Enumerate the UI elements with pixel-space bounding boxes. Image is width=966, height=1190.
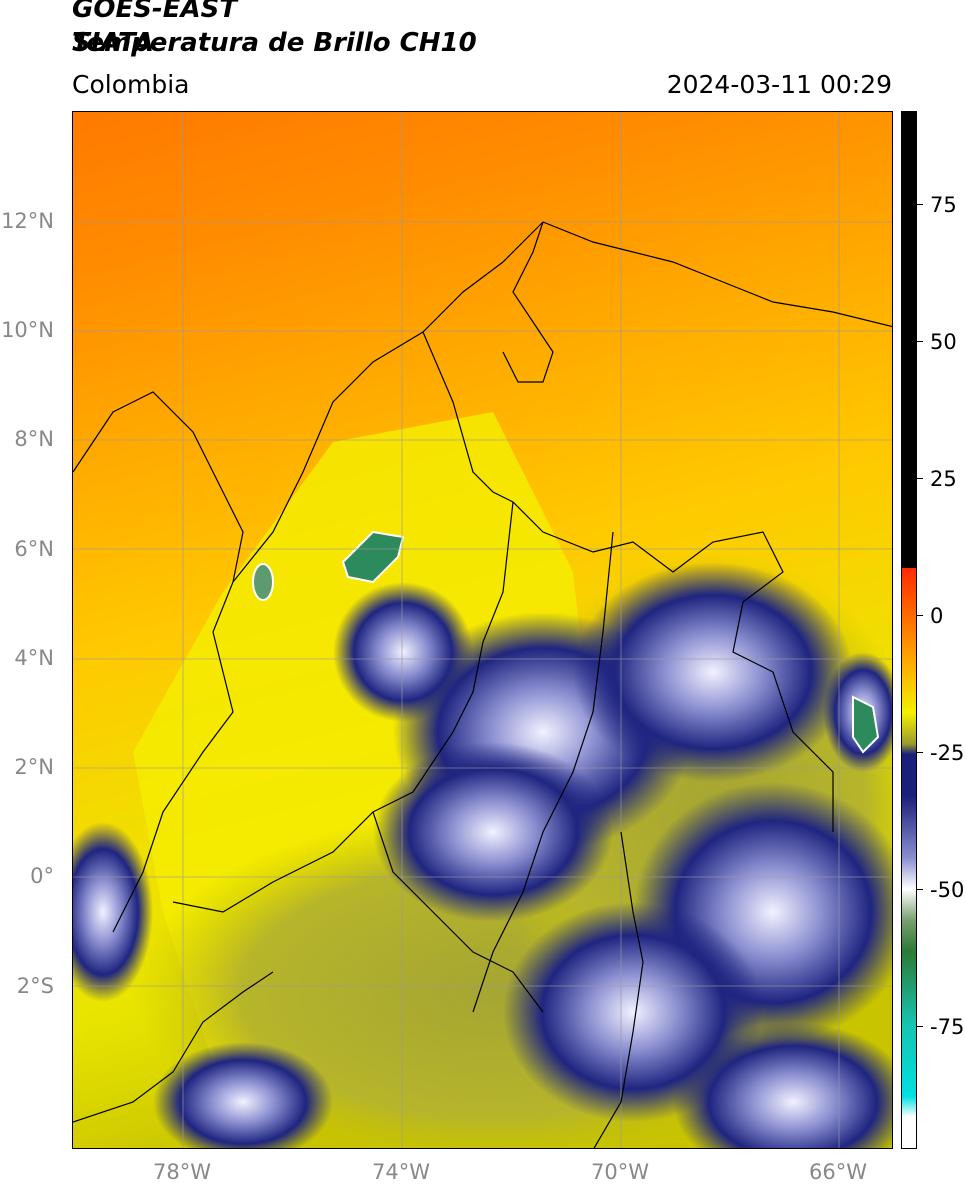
lat-label-8n: 8°N <box>14 427 54 451</box>
satellite-map[interactable] <box>72 111 893 1149</box>
organization-label: SIATA <box>72 28 154 58</box>
cold-cloud-top <box>852 695 880 754</box>
colorbar <box>901 111 917 1149</box>
borders <box>73 221 892 1148</box>
colorbar-tick <box>917 478 923 479</box>
colorbar-label-minus50: -50 <box>930 878 965 902</box>
title-satellite: GOES-EAST <box>72 0 238 24</box>
colorbar-tick <box>917 1026 923 1027</box>
lat-label-4n: 4°N <box>14 646 54 670</box>
colorbar-tick <box>917 341 923 342</box>
lat-label-2n: 2°N <box>14 755 54 779</box>
map-canvas <box>73 112 892 1148</box>
colorbar-tick <box>917 752 923 753</box>
lon-label-78w: 78°W <box>153 1160 211 1184</box>
cloud-cluster <box>73 822 153 1002</box>
cloud-cluster <box>333 582 473 722</box>
lon-label-70w: 70°W <box>591 1160 649 1184</box>
cloud-cluster <box>573 562 853 782</box>
colorbar-label-minus75: -75 <box>930 1015 965 1039</box>
graticule <box>73 112 892 1148</box>
colorbar-tick <box>917 889 923 890</box>
colorbar-label-minus25: -25 <box>930 741 965 765</box>
lat-label-2s: 2°S <box>16 974 54 998</box>
lat-label-6n: 6°N <box>14 537 54 561</box>
colorbar-tick <box>917 204 923 205</box>
colorbar-tick <box>917 615 923 616</box>
cloud-cluster <box>373 742 613 922</box>
colorbar-label-75: 75 <box>930 193 957 217</box>
timestamp-label: 2024-03-11 00:29 <box>666 70 892 99</box>
colorbar-label-25: 25 <box>930 467 957 491</box>
colorbar-label-50: 50 <box>930 330 957 354</box>
cold-cloud-top <box>341 530 405 584</box>
title-product: Temperatura de Brillo CH10 <box>72 28 477 58</box>
lat-label-0: 0° <box>30 864 54 888</box>
region-label: Colombia <box>72 70 190 99</box>
cold-cloud-top <box>252 563 274 601</box>
cloud-cluster <box>673 1022 892 1148</box>
lat-label-12n: 12°N <box>1 209 54 233</box>
lon-label-66w: 66°W <box>809 1160 867 1184</box>
lat-label-10n: 10°N <box>1 318 54 342</box>
colorbar-label-0: 0 <box>930 604 944 628</box>
lon-label-74w: 74°W <box>372 1160 430 1184</box>
cloud-cluster <box>153 1042 333 1148</box>
